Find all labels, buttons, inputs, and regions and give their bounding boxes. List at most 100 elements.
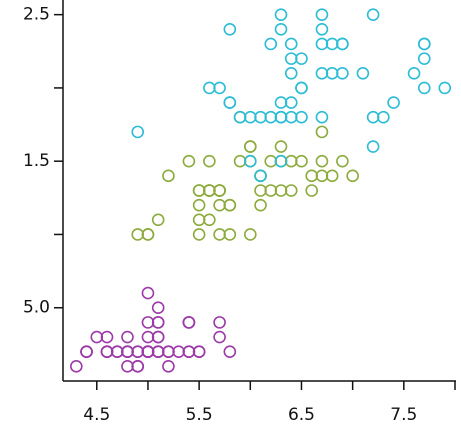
point <box>377 110 390 124</box>
point <box>315 110 329 124</box>
point <box>203 213 216 227</box>
point <box>121 330 134 344</box>
point <box>264 184 278 197</box>
point <box>100 345 114 358</box>
point <box>213 228 226 241</box>
point <box>284 154 298 168</box>
point <box>315 169 329 183</box>
point <box>295 81 308 95</box>
point <box>284 184 298 197</box>
point <box>192 228 206 241</box>
point <box>213 330 226 344</box>
point <box>346 169 359 183</box>
point <box>203 184 216 197</box>
point <box>182 154 196 168</box>
point <box>131 125 145 139</box>
point <box>264 154 278 168</box>
point <box>151 213 165 227</box>
point <box>325 66 339 80</box>
point <box>325 37 339 51</box>
point <box>315 8 329 21</box>
point <box>407 66 421 80</box>
point <box>151 330 165 344</box>
point <box>417 37 431 51</box>
point <box>223 345 237 358</box>
point <box>203 81 216 95</box>
point <box>325 169 339 183</box>
point <box>141 345 155 358</box>
point <box>233 110 247 124</box>
point <box>254 169 267 183</box>
point <box>315 23 329 36</box>
point <box>244 140 257 153</box>
point <box>121 360 134 373</box>
point <box>192 345 206 358</box>
point <box>356 66 370 80</box>
point <box>284 37 298 51</box>
x-tick-label: 4.5 <box>83 405 110 425</box>
point <box>284 66 298 80</box>
point <box>162 169 175 183</box>
point <box>110 345 124 358</box>
point <box>151 301 165 315</box>
point <box>223 228 237 241</box>
point <box>192 213 206 227</box>
point <box>131 345 145 358</box>
point <box>244 110 257 124</box>
point <box>131 360 145 373</box>
point <box>162 345 175 358</box>
point <box>223 23 237 36</box>
point <box>254 198 267 212</box>
point <box>172 345 185 358</box>
y-tick-label: 5.0 <box>23 298 50 318</box>
point <box>254 110 267 124</box>
point <box>254 184 267 197</box>
point <box>284 52 298 65</box>
point <box>315 154 329 168</box>
point <box>203 154 216 168</box>
point <box>244 228 257 241</box>
point <box>213 198 226 212</box>
point <box>264 110 278 124</box>
point <box>131 228 145 241</box>
point <box>387 96 400 109</box>
point <box>274 23 288 36</box>
point <box>121 345 134 358</box>
point <box>162 360 175 373</box>
x-tick-label: 5.5 <box>186 405 213 425</box>
point <box>295 52 308 65</box>
point <box>315 37 329 51</box>
point <box>264 37 278 51</box>
point <box>213 184 226 197</box>
point <box>151 345 165 358</box>
point <box>274 110 288 124</box>
point <box>295 110 308 124</box>
point <box>274 184 288 197</box>
y-tick-label: 2.5 <box>23 5 50 25</box>
point <box>141 228 155 241</box>
point <box>223 198 237 212</box>
point <box>274 96 288 109</box>
point <box>284 96 298 109</box>
point <box>192 198 206 212</box>
point <box>438 81 452 95</box>
point <box>244 154 257 168</box>
point <box>90 330 104 344</box>
point <box>305 184 319 197</box>
point <box>151 316 165 329</box>
point <box>141 286 155 300</box>
point <box>80 345 93 358</box>
point <box>213 81 226 95</box>
point <box>315 125 329 139</box>
point <box>315 66 329 80</box>
point <box>366 140 380 153</box>
point <box>305 169 319 183</box>
point <box>100 330 114 344</box>
x-tick-label: 7.5 <box>390 405 417 425</box>
point <box>274 154 288 168</box>
point <box>192 184 206 197</box>
point <box>182 345 196 358</box>
point <box>233 154 247 168</box>
x-tick-label: 6.5 <box>288 405 315 425</box>
